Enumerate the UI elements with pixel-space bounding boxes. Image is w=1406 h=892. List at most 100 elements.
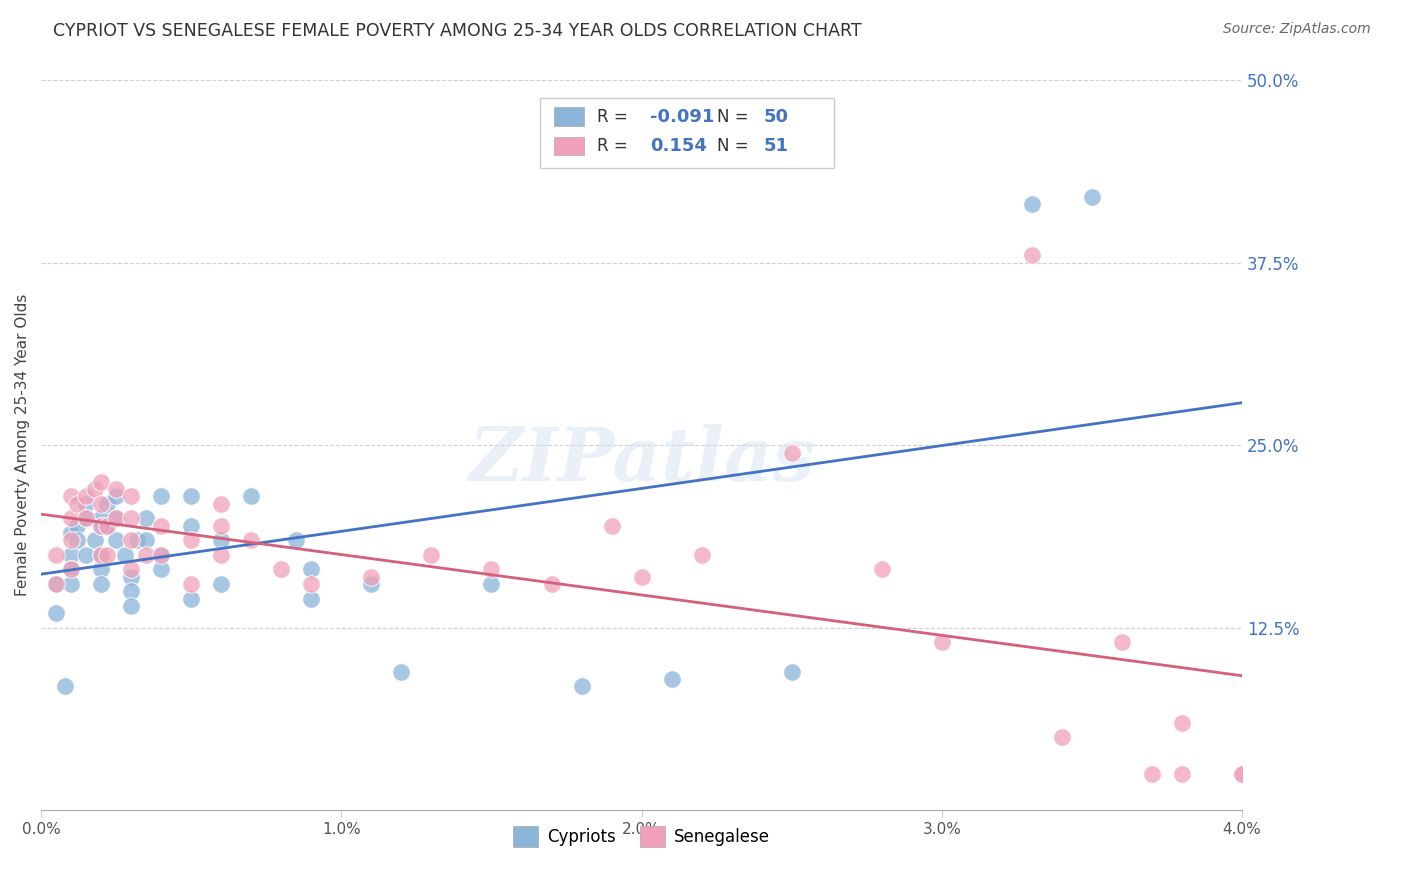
Text: ZIPatlas: ZIPatlas [468, 424, 815, 496]
Point [60, 489, 83, 503]
Point [150, 548, 173, 562]
Point [240, 489, 263, 503]
Point [96, 497, 118, 511]
Point [53, 679, 76, 693]
Point [630, 570, 652, 584]
Point [75, 489, 97, 503]
Point [60, 533, 83, 548]
Point [540, 577, 562, 591]
Point [209, 577, 232, 591]
Point [299, 591, 322, 606]
Point [180, 591, 202, 606]
Point [90, 518, 112, 533]
Text: 51: 51 [763, 136, 789, 154]
Point [75, 497, 97, 511]
Point [209, 497, 232, 511]
Point [120, 599, 142, 613]
Point [45, 577, 67, 591]
Point [240, 533, 263, 548]
Point [1140, 767, 1163, 781]
Text: -0.091: -0.091 [650, 108, 714, 126]
Point [299, 562, 322, 576]
Point [60, 562, 83, 576]
Point [209, 518, 232, 533]
Point [105, 511, 128, 525]
Point [90, 518, 112, 533]
Text: CYPRIOT VS SENEGALESE FEMALE POVERTY AMONG 25-34 YEAR OLDS CORRELATION CHART: CYPRIOT VS SENEGALESE FEMALE POVERTY AMO… [53, 22, 862, 40]
Point [96, 518, 118, 533]
Point [66, 533, 89, 548]
Point [45, 577, 67, 591]
FancyBboxPatch shape [540, 98, 834, 168]
Point [180, 489, 202, 503]
Point [60, 548, 83, 562]
Point [66, 497, 89, 511]
Point [75, 511, 97, 525]
Point [391, 665, 413, 679]
Point [180, 518, 202, 533]
Point [150, 518, 173, 533]
Point [1230, 767, 1253, 781]
Point [481, 577, 503, 591]
Point [1021, 197, 1043, 211]
Point [1171, 767, 1194, 781]
Text: 0.154: 0.154 [650, 136, 707, 154]
Point [90, 562, 112, 576]
Point [150, 489, 173, 503]
Point [360, 577, 382, 591]
Point [60, 562, 83, 576]
Point [1081, 190, 1104, 204]
Point [75, 548, 97, 562]
Text: 50: 50 [763, 108, 789, 126]
Point [96, 548, 118, 562]
Point [90, 497, 112, 511]
Point [120, 562, 142, 576]
Point [90, 511, 112, 525]
Point [209, 548, 232, 562]
Point [780, 445, 803, 459]
Point [105, 511, 128, 525]
Legend: Cypriots, Senegalese: Cypriots, Senegalese [506, 820, 776, 854]
Point [135, 533, 157, 548]
Point [870, 562, 893, 576]
Point [90, 548, 112, 562]
Point [661, 672, 683, 686]
Point [105, 482, 128, 496]
Point [60, 577, 83, 591]
Point [150, 562, 173, 576]
Point [120, 533, 142, 548]
Point [114, 548, 136, 562]
Point [1171, 715, 1194, 730]
Point [285, 533, 308, 548]
Point [90, 475, 112, 489]
Point [105, 533, 128, 548]
Point [66, 518, 89, 533]
Point [45, 548, 67, 562]
Point [120, 489, 142, 503]
Text: R =: R = [598, 108, 633, 126]
Point [360, 570, 382, 584]
Point [120, 570, 142, 584]
Point [600, 518, 623, 533]
Point [90, 577, 112, 591]
Point [90, 548, 112, 562]
Point [105, 489, 128, 503]
Point [481, 562, 503, 576]
Point [420, 548, 443, 562]
Point [571, 679, 593, 693]
Point [270, 562, 292, 576]
Text: N =: N = [717, 136, 754, 154]
Point [180, 533, 202, 548]
Point [1050, 731, 1073, 745]
Text: Source: ZipAtlas.com: Source: ZipAtlas.com [1223, 22, 1371, 37]
Point [120, 584, 142, 599]
Point [60, 525, 83, 540]
Point [84, 482, 107, 496]
Point [931, 635, 953, 649]
Text: R =: R = [598, 136, 633, 154]
Point [180, 577, 202, 591]
Point [84, 533, 107, 548]
Point [1230, 767, 1253, 781]
Bar [554, 107, 583, 126]
Point [60, 511, 83, 525]
